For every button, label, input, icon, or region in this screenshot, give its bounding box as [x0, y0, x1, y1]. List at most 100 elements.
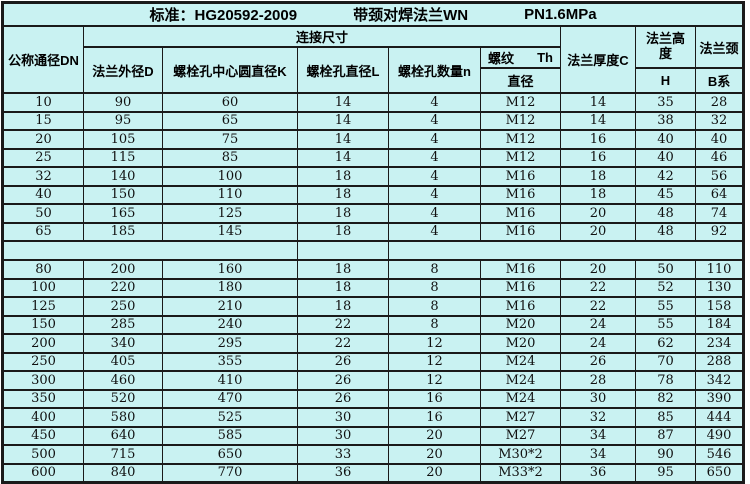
cell: 840 [83, 462, 163, 483]
cell: 26 [297, 388, 389, 409]
cell: 28 [694, 92, 745, 113]
spacer-cell [387, 240, 745, 261]
cell: 82 [635, 388, 696, 409]
cell: 28 [560, 370, 636, 391]
header-neck-group: 法兰颈 [694, 25, 745, 69]
cell: M16 [480, 277, 561, 298]
cell: 14 [560, 110, 636, 131]
header-thickness: 法兰厚度C [560, 25, 636, 94]
cell: 52 [635, 277, 696, 298]
table-row: 40 150 110 18 4 M16 18 45 64 [2, 184, 745, 205]
cell: 90 [83, 92, 163, 113]
cell: 20 [560, 203, 636, 224]
cell: M12 [480, 129, 561, 150]
table-row: 300 460 410 26 12 M24 28 78 342 [2, 370, 745, 391]
cell: 546 [694, 444, 745, 465]
cell: 14 [297, 129, 389, 150]
cell: 15 [2, 110, 84, 131]
table-body: 10 90 60 14 4 M12 14 35 28 15 95 65 14 4 M12 14 38 32 20 10… [2, 92, 745, 483]
cell: 110 [162, 184, 298, 205]
cell: 340 [83, 333, 163, 354]
cell: 400 [2, 407, 84, 428]
cell: 38 [635, 110, 696, 131]
cell: M16 [480, 184, 561, 205]
cell: 288 [694, 351, 745, 372]
cell: 110 [694, 259, 745, 280]
cell: 80 [2, 259, 84, 280]
cell: 580 [83, 407, 163, 428]
header-thread-symbol: Th [537, 50, 553, 65]
cell: 85 [162, 147, 298, 168]
cell: 18 [297, 184, 389, 205]
title-standard: 标准：HG20592-2009 [149, 7, 298, 24]
title-pressure: PN1.6MPa [524, 6, 597, 23]
table-row: 100 220 180 18 8 M16 22 52 130 [2, 277, 745, 298]
cell: M16 [480, 221, 561, 242]
cell: 12 [388, 333, 481, 354]
cell: 20 [560, 221, 636, 242]
cell: 34 [560, 444, 636, 465]
cell: 300 [2, 370, 84, 391]
cell: 4 [388, 184, 481, 205]
cell: 150 [2, 314, 84, 335]
cell: 450 [2, 425, 84, 446]
header-connection-group: 连接尺寸 [83, 25, 561, 48]
cell: 165 [83, 203, 163, 224]
cell: 145 [162, 221, 298, 242]
header-height-label: 法兰高度 [645, 31, 685, 61]
cell: M24 [480, 370, 561, 391]
header-row-group: 公称通径DN 连接尺寸 法兰厚度C 法兰高度 法兰颈 [2, 25, 745, 94]
cell: 520 [83, 388, 163, 409]
cell: 92 [694, 221, 745, 242]
cell: 22 [560, 277, 636, 298]
cell: 46 [694, 147, 745, 168]
cell: 490 [694, 425, 745, 446]
cell: 500 [2, 444, 84, 465]
cell: 36 [297, 462, 389, 483]
cell: 180 [162, 277, 298, 298]
cell: 75 [162, 129, 298, 150]
header-bolt-circle: 螺栓孔中心圆直径K [162, 46, 298, 94]
table-row: 25 115 85 14 4 M12 16 40 46 [2, 147, 745, 168]
cell: 18 [297, 296, 389, 317]
cell: 22 [297, 314, 389, 335]
cell: 36 [560, 462, 636, 483]
cell: 355 [162, 351, 298, 372]
cell: 34 [560, 425, 636, 446]
cell: 50 [635, 259, 696, 280]
header-bolt-hole-dia: 螺栓孔直径L [297, 46, 389, 94]
table-row: 200 340 295 22 12 M20 24 62 234 [2, 333, 745, 354]
cell: 200 [2, 333, 84, 354]
table-row: 32 140 100 18 4 M16 18 42 56 [2, 166, 745, 187]
header-thread: 螺纹 Th [480, 46, 561, 69]
title-product: 带颈对焊法兰WN [353, 7, 469, 24]
cell: 18 [560, 166, 636, 187]
cell: 14 [297, 92, 389, 113]
cell: 405 [83, 351, 163, 372]
cell: 184 [694, 314, 745, 335]
cell: 18 [297, 221, 389, 242]
cell: 150 [83, 184, 163, 205]
cell: 125 [162, 203, 298, 224]
cell: M16 [480, 166, 561, 187]
cell: 70 [635, 351, 696, 372]
cell: 115 [83, 147, 163, 168]
cell: 32 [2, 166, 84, 187]
table-row: 450 640 585 30 20 M27 34 87 490 [2, 425, 745, 446]
cell: 62 [635, 333, 696, 354]
header-thread-sub: 直径 [480, 67, 561, 94]
table-row: 350 520 470 26 16 M24 30 82 390 [2, 388, 745, 409]
cell: 48 [635, 203, 696, 224]
cell: 16 [560, 147, 636, 168]
cell: M27 [480, 425, 561, 446]
cell: 78 [635, 370, 696, 391]
cell: 30 [297, 425, 389, 446]
cell: 640 [83, 425, 163, 446]
cell: 22 [560, 296, 636, 317]
cell: 585 [162, 425, 298, 446]
cell: 342 [694, 370, 745, 391]
cell: 12 [388, 351, 481, 372]
cell: 295 [162, 333, 298, 354]
cell: 33 [297, 444, 389, 465]
